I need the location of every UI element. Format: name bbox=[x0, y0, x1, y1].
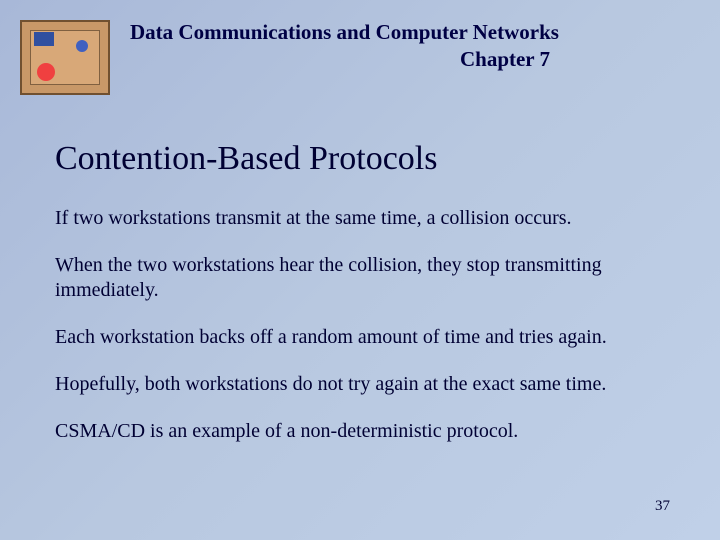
body-paragraph: CSMA/CD is an example of a non-determini… bbox=[55, 419, 665, 444]
logo-image bbox=[20, 20, 110, 95]
chapter-title: Chapter 7 bbox=[130, 47, 690, 72]
main-heading: Contention-Based Protocols bbox=[55, 140, 665, 178]
slide-content: Contention-Based Protocols If two workst… bbox=[0, 95, 720, 444]
slide-header: Data Communications and Computer Network… bbox=[0, 0, 720, 95]
header-titles: Data Communications and Computer Network… bbox=[110, 20, 690, 72]
body-paragraph: Each workstation backs off a random amou… bbox=[55, 325, 665, 350]
course-title: Data Communications and Computer Network… bbox=[130, 20, 690, 45]
body-paragraph: Hopefully, both workstations do not try … bbox=[55, 372, 665, 397]
body-paragraph: If two workstations transmit at the same… bbox=[55, 206, 665, 231]
slide-number: 37 bbox=[655, 498, 670, 515]
body-paragraph: When the two workstations hear the colli… bbox=[55, 253, 665, 303]
